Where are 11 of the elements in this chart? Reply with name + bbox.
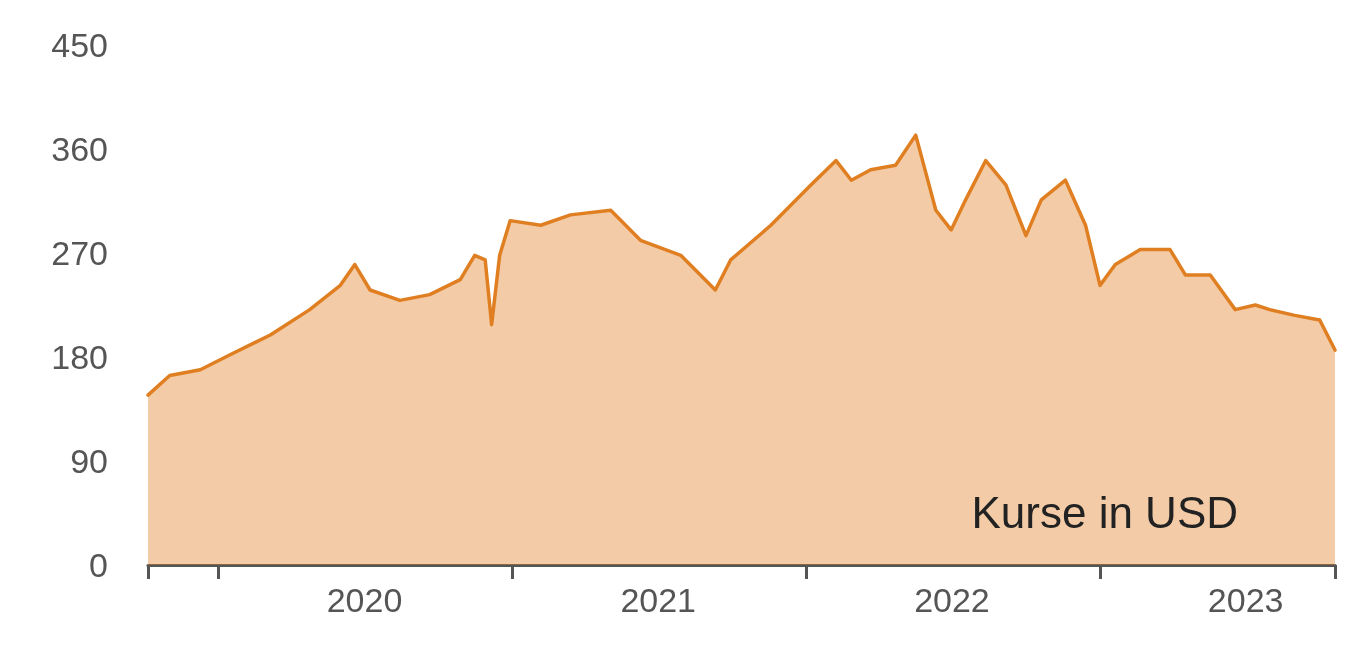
y-tick-label: 90 [70, 442, 108, 480]
x-tick-label: 2022 [914, 581, 990, 619]
x-tick-label: 2023 [1207, 581, 1284, 619]
x-tick-label: 2021 [620, 581, 697, 619]
x-tick-label: 2020 [326, 581, 403, 619]
y-tick-label: 450 [51, 26, 108, 64]
y-tick-label: 0 [89, 546, 108, 584]
annotation: Kurse in USD [971, 487, 1239, 537]
y-tick-label: 270 [51, 234, 108, 272]
y-tick-label: 180 [51, 338, 108, 376]
y-tick-label: 360 [51, 130, 108, 168]
